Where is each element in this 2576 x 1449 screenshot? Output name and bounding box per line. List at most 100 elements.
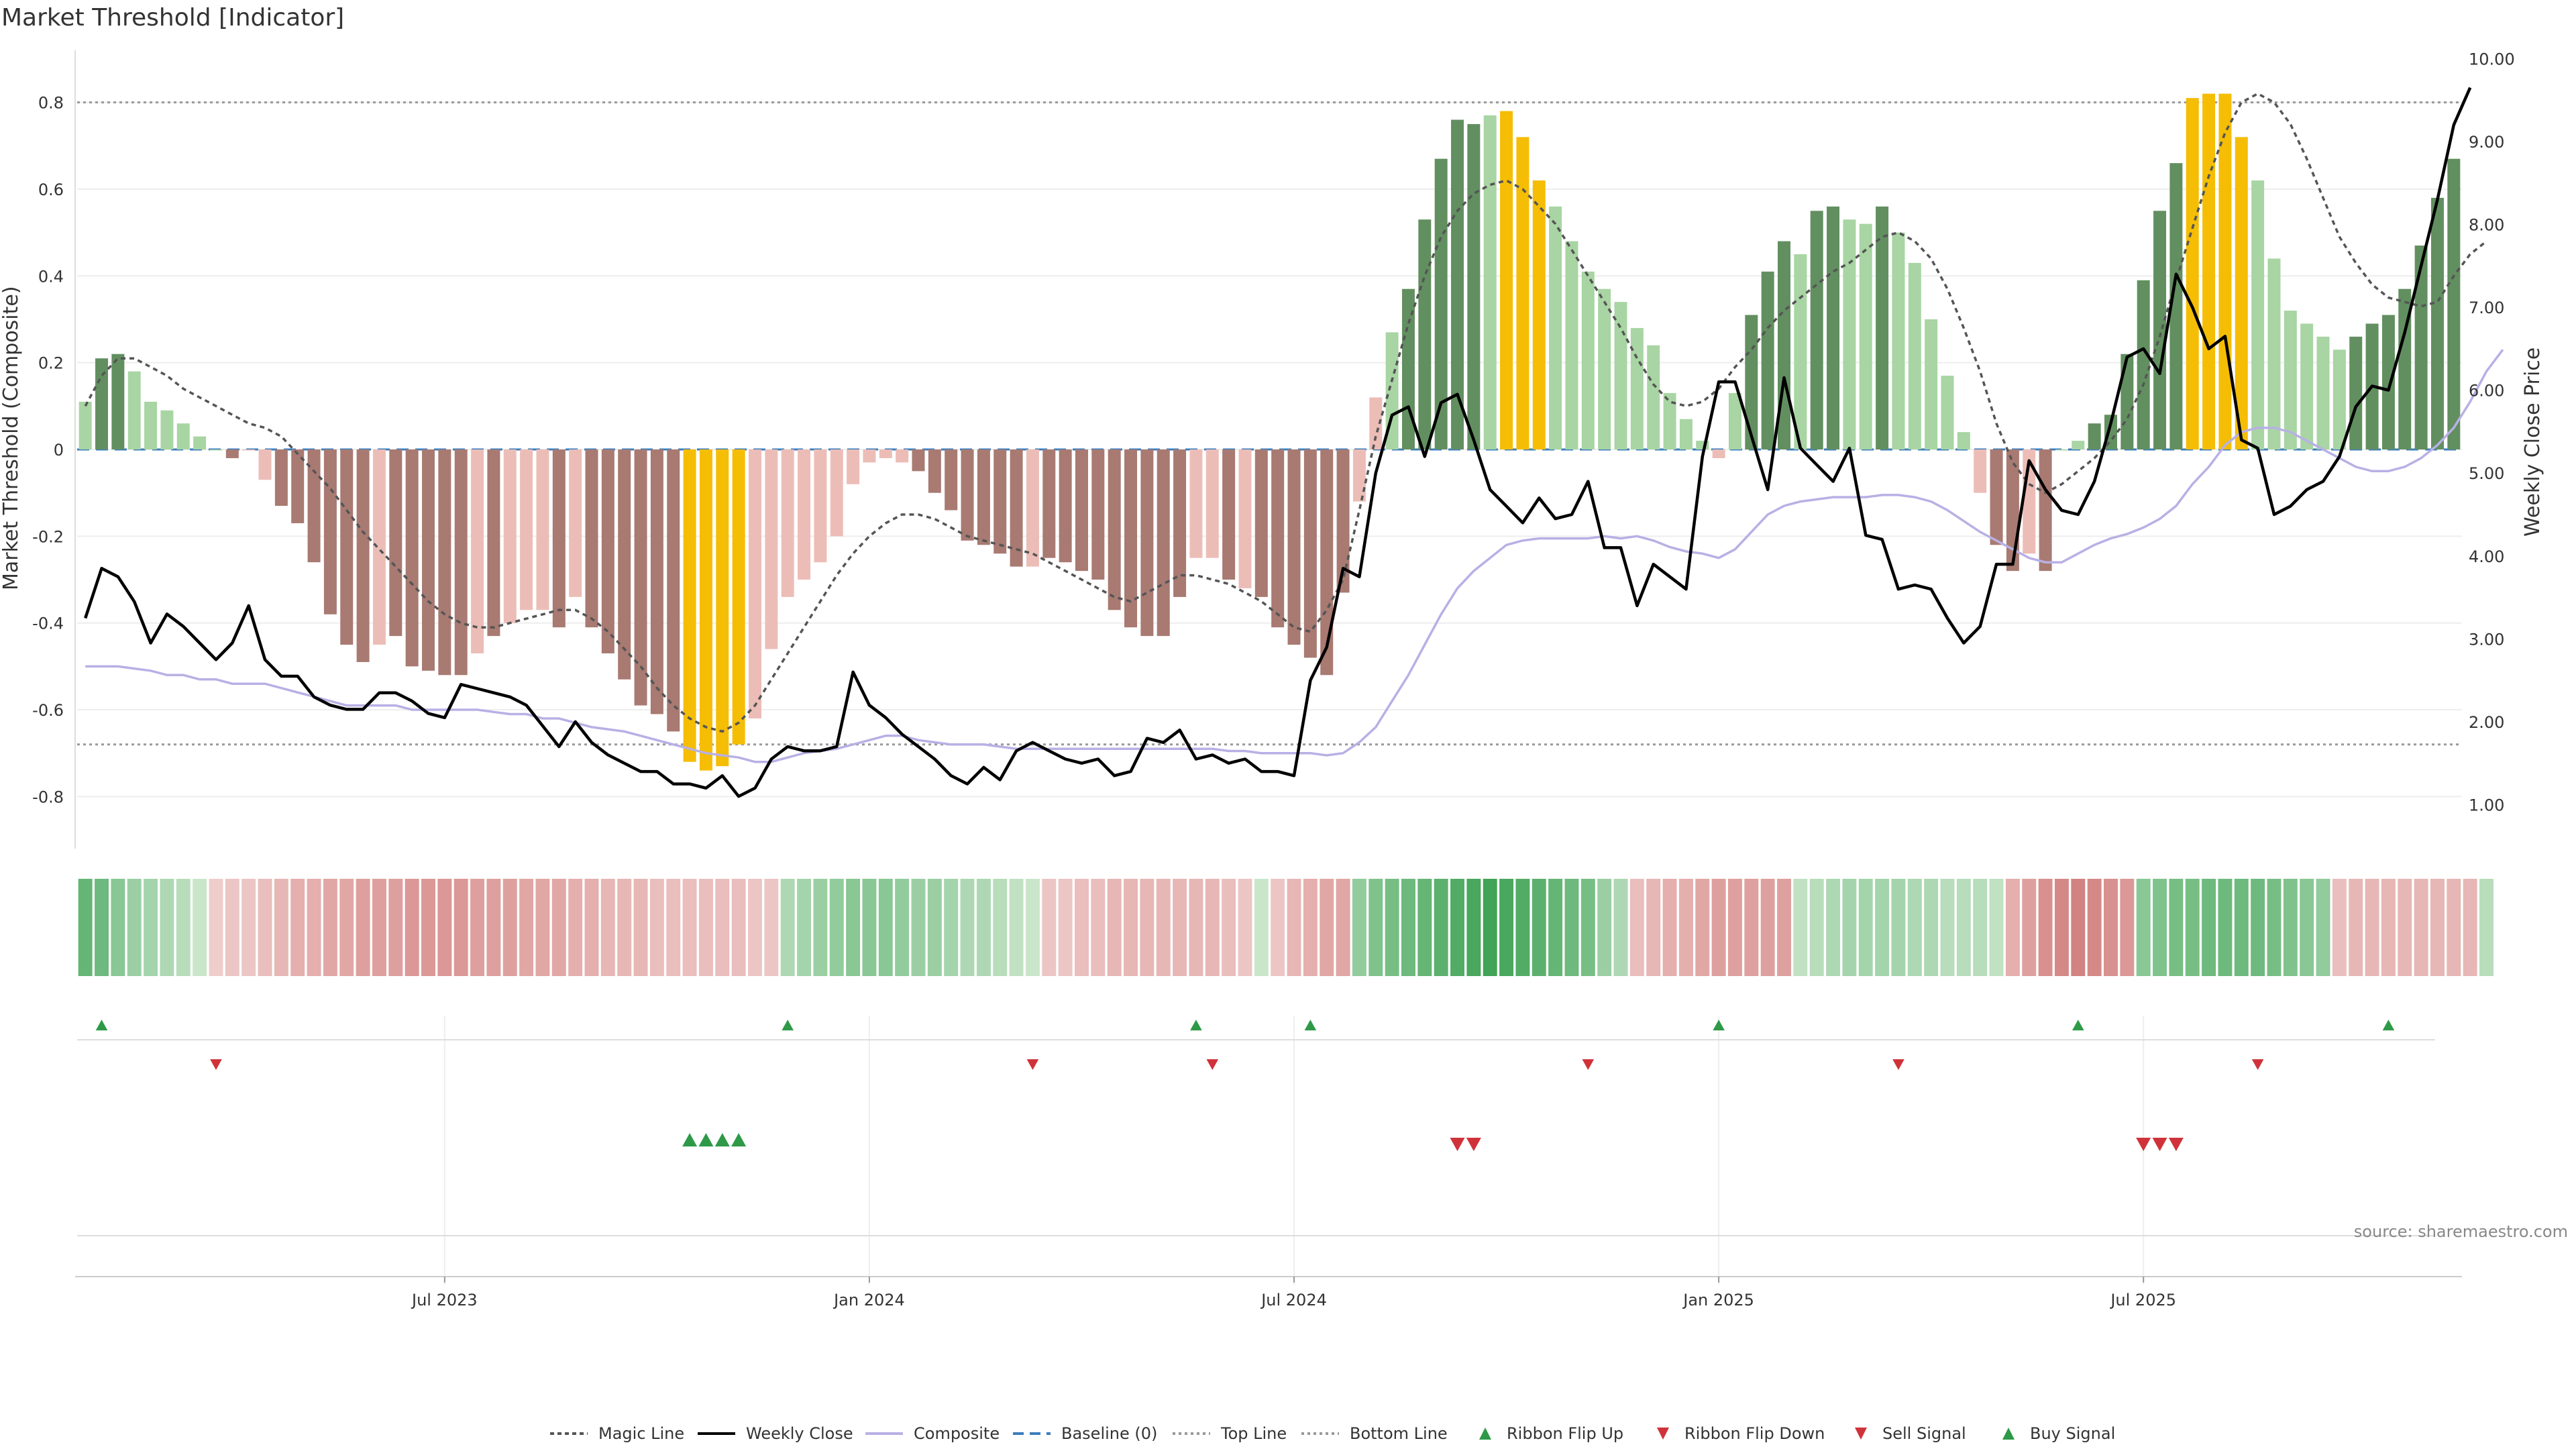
composite-bar bbox=[1500, 111, 1513, 450]
composite-bar bbox=[95, 358, 109, 449]
ribbon-flip-up-marker bbox=[95, 1020, 108, 1030]
composite-bar bbox=[749, 449, 761, 718]
ribbon-cell bbox=[2136, 879, 2151, 976]
ribbon-cell bbox=[2414, 879, 2428, 976]
ribbon-cell bbox=[862, 879, 877, 976]
composite-bar bbox=[127, 371, 141, 449]
ribbon-cell bbox=[1662, 879, 1677, 976]
ribbon-cell bbox=[1189, 879, 1203, 976]
composite-bar bbox=[683, 449, 696, 762]
magic-line bbox=[84, 92, 2487, 733]
composite-bar bbox=[1843, 219, 1856, 449]
y-axis-left: 0.8 0.6 0.4 0.2 0 -0.2 -0.4 -0.6 -0.8 bbox=[32, 94, 64, 807]
ribbon-flip-up-marker bbox=[782, 1020, 794, 1030]
ribbon-cell bbox=[2153, 879, 2167, 976]
ribbon-cell bbox=[535, 879, 550, 976]
ribbon-cell bbox=[160, 879, 174, 976]
composite-bar bbox=[1369, 397, 1383, 449]
composite-bar bbox=[618, 449, 631, 680]
ribbon-cell bbox=[1222, 879, 1236, 976]
composite-bar bbox=[1614, 302, 1627, 449]
composite-bar bbox=[160, 410, 174, 449]
ribbon-cell bbox=[993, 879, 1008, 976]
composite-bar bbox=[1712, 449, 1725, 458]
ribbon-cell bbox=[1499, 879, 1514, 976]
ribbon-cell bbox=[290, 879, 305, 976]
legend-label: Ribbon Flip Up bbox=[1507, 1424, 1623, 1443]
legend-item: Baseline (0) bbox=[1013, 1424, 1157, 1443]
composite-bar bbox=[340, 449, 354, 645]
composite-bar bbox=[2349, 336, 2363, 449]
ribbon-cell bbox=[519, 879, 534, 976]
composite-bar bbox=[1565, 241, 1578, 449]
ribbon-cell bbox=[1646, 879, 1661, 976]
ribbon-cell bbox=[2267, 879, 2282, 976]
composite-bar bbox=[1124, 449, 1138, 628]
ribbon-cell bbox=[976, 879, 991, 976]
composite-bar bbox=[667, 449, 680, 732]
composite-bar bbox=[471, 449, 484, 653]
ribbon-cell bbox=[1907, 879, 1922, 976]
ribbon-cell bbox=[829, 879, 844, 976]
ribbon-cell bbox=[1483, 879, 1497, 976]
y-tick-label-left: 0.8 bbox=[38, 94, 64, 113]
ribbon-cell bbox=[1891, 879, 1906, 976]
ribbon-cell bbox=[878, 879, 893, 976]
composite-bar bbox=[1728, 392, 1741, 449]
ribbon-cell bbox=[95, 879, 109, 976]
ribbon-flip-up-marker bbox=[1713, 1020, 1725, 1030]
ribbon-cell bbox=[1238, 879, 1252, 976]
composite-bar bbox=[1516, 137, 1529, 449]
composite-bar bbox=[2267, 258, 2281, 449]
composite-bar bbox=[781, 449, 794, 597]
composite-bar bbox=[1173, 449, 1187, 597]
ribbon-cell bbox=[1924, 879, 1939, 976]
ribbon-cell bbox=[797, 879, 812, 976]
ribbon-cell bbox=[960, 879, 975, 976]
composite-bar bbox=[650, 449, 663, 714]
ribbon-cell bbox=[1727, 879, 1742, 976]
ribbon-cell bbox=[2349, 879, 2363, 976]
ribbon-cell bbox=[764, 879, 779, 976]
composite-bar bbox=[847, 449, 860, 484]
y-tick-label-right: 1.00 bbox=[2469, 796, 2504, 815]
composite-bar bbox=[798, 449, 811, 580]
composite-bar bbox=[928, 449, 941, 493]
x-tick-label: Jan 2024 bbox=[833, 1291, 905, 1309]
composite-bar bbox=[896, 449, 909, 463]
ribbon-cell bbox=[895, 879, 910, 976]
y-tick-label-right: 4.00 bbox=[2469, 547, 2504, 566]
composite-bar bbox=[2284, 311, 2297, 449]
composite-bar bbox=[2202, 93, 2216, 449]
composite-bar bbox=[2121, 354, 2134, 449]
composite-bar bbox=[830, 449, 843, 537]
ribbon-cell bbox=[927, 879, 942, 976]
composite-bar bbox=[1467, 123, 1481, 449]
composite-bar bbox=[732, 449, 745, 745]
ribbon-cell bbox=[1042, 879, 1057, 976]
composite-bar bbox=[1483, 115, 1497, 449]
composite-bar bbox=[520, 449, 533, 610]
composite-bar bbox=[1336, 449, 1350, 593]
ribbon-cell bbox=[584, 879, 599, 976]
composite-bar bbox=[78, 401, 92, 449]
composite-bar bbox=[1385, 332, 1399, 449]
ribbon-cell bbox=[666, 879, 681, 976]
ribbon-cell bbox=[339, 879, 354, 976]
ribbon-cell bbox=[111, 879, 125, 976]
composite-bar bbox=[1108, 449, 1121, 610]
composite-bar bbox=[1205, 449, 1219, 558]
ribbon-flip-down-marker bbox=[2251, 1059, 2264, 1070]
ribbon-cell bbox=[1303, 879, 1318, 976]
ribbon-cell bbox=[437, 879, 452, 976]
ribbon-cell bbox=[2300, 879, 2314, 976]
y-tick-label-left: -0.4 bbox=[32, 614, 64, 633]
legend-label: Top Line bbox=[1220, 1424, 1287, 1443]
ribbon-cell bbox=[1809, 879, 1824, 976]
composite-bar bbox=[242, 449, 256, 451]
composite-bar bbox=[111, 354, 125, 449]
ribbon-cell bbox=[633, 879, 648, 976]
weekly-close-line bbox=[84, 87, 2472, 798]
composite-bar bbox=[209, 449, 223, 451]
ribbon-cell bbox=[748, 879, 762, 976]
